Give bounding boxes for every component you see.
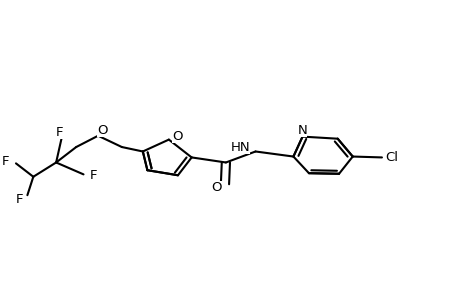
Text: Cl: Cl: [385, 151, 397, 164]
Text: F: F: [90, 169, 97, 182]
Text: N: N: [297, 124, 307, 136]
Text: F: F: [2, 155, 10, 168]
Text: O: O: [211, 181, 222, 194]
Text: O: O: [97, 124, 108, 137]
Text: HN: HN: [230, 141, 250, 154]
Text: F: F: [16, 193, 23, 206]
Text: F: F: [56, 126, 63, 139]
Text: O: O: [171, 130, 182, 142]
